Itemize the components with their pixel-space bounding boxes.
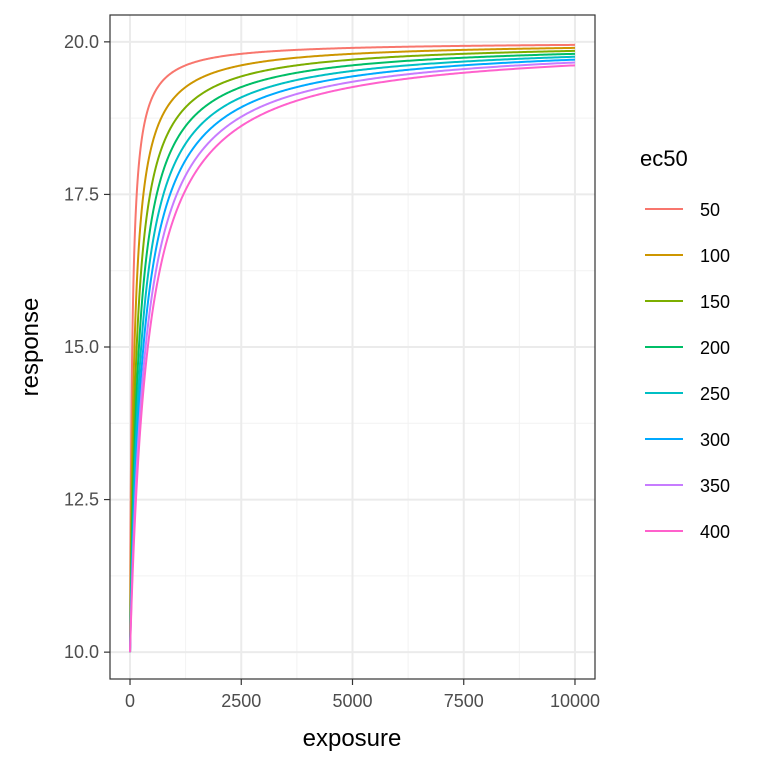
y-tick-label: 10.0 — [64, 642, 99, 662]
series-line-ec50-150 — [129, 49, 576, 653]
y-tick-label: 15.0 — [64, 337, 99, 357]
legend-label-ec50-150: 150 — [700, 292, 730, 312]
axes: 0 2500 5000 7500 10000 10.0 12.5 15.0 17.5 20.0 — [64, 32, 600, 711]
grid-lines — [110, 15, 595, 679]
legend: ec50 50 100 150 200 250 300 350 400 — [640, 146, 730, 542]
legend-title: ec50 — [640, 146, 688, 171]
x-tick-label: 10000 — [550, 691, 600, 711]
series-lines — [129, 43, 576, 653]
y-tick-label: 17.5 — [64, 184, 99, 204]
y-tick-label: 20.0 — [64, 32, 99, 52]
x-tick-label: 0 — [125, 691, 135, 711]
x-axis-title: exposure — [303, 725, 402, 752]
series-line-ec50-250 — [129, 55, 576, 653]
y-axis-title: response — [17, 298, 44, 397]
legend-label-ec50-350: 350 — [700, 476, 730, 496]
y-tick-label: 12.5 — [64, 490, 99, 510]
x-tick-label: 7500 — [444, 691, 484, 711]
legend-label-ec50-400: 400 — [700, 522, 730, 542]
legend-label-ec50-200: 200 — [700, 338, 730, 358]
legend-label-ec50-300: 300 — [700, 430, 730, 450]
series-line-ec50-200 — [129, 52, 576, 653]
legend-label-ec50-100: 100 — [700, 246, 730, 266]
series-line-ec50-400 — [129, 64, 576, 653]
legend-label-ec50-250: 250 — [700, 384, 730, 404]
x-tick-label: 2500 — [221, 691, 261, 711]
legend-label-ec50-50: 50 — [700, 200, 720, 220]
series-line-ec50-100 — [129, 46, 575, 653]
series-line-ec50-50 — [129, 43, 575, 653]
x-tick-label: 5000 — [332, 691, 372, 711]
